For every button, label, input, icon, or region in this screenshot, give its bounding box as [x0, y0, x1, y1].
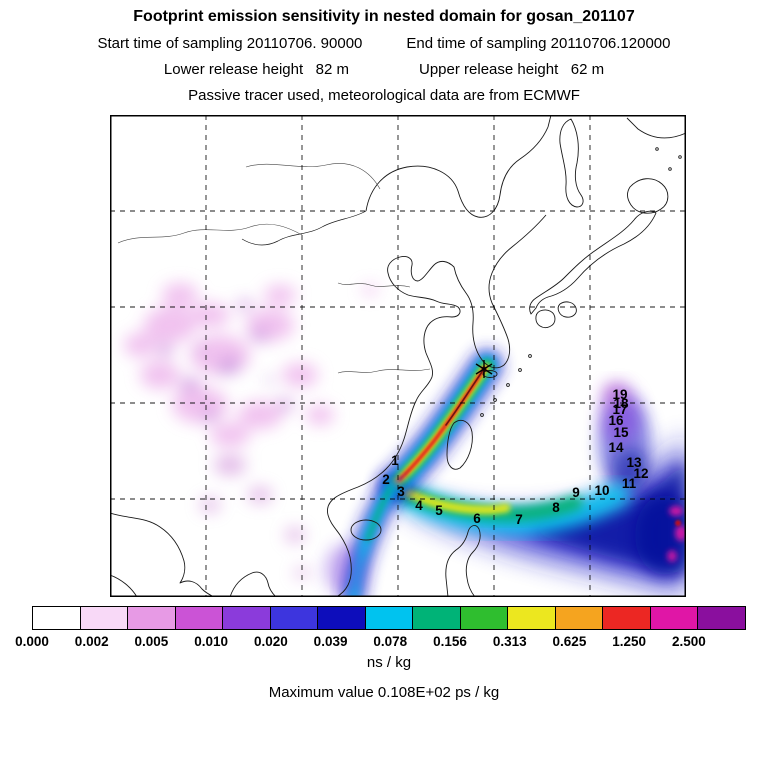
coastlines: [110, 115, 686, 597]
colorbar-segment: [128, 607, 176, 629]
colorbar-tick-label: 0.002: [74, 634, 109, 649]
trajectory-point-label: 2: [382, 472, 390, 487]
colorbar-segment: [365, 607, 414, 629]
colorbar-tick-labels: 0.000 0.002 0.005 0.010 0.020 0.039 0.078 0.156…: [15, 634, 746, 650]
trajectory-point-label: 6: [473, 511, 481, 526]
map-frame: [110, 115, 686, 597]
colorbar-tick-label: 0.000: [15, 634, 49, 649]
figure-title: Footprint emission sensitivity in nested…: [133, 8, 635, 25]
trajectory-point-label: 10: [594, 483, 609, 498]
colorbar-tick-label: 0.078: [373, 634, 408, 649]
receptor-star-icon: [475, 360, 493, 378]
colorbar-segment: [80, 607, 129, 629]
tracer-note-row: Passive tracer used, meteorological data…: [0, 87, 768, 104]
trajectory-point-label: 3: [397, 484, 405, 499]
colorbar-segment: [555, 607, 604, 629]
rivers: [117, 163, 431, 374]
colorbar-tick-label: 2.500: [671, 634, 706, 649]
colorbar-tick-label: 0.313: [492, 634, 527, 649]
tracer-note-label: Passive tracer used, meteorological data…: [188, 87, 580, 104]
colorbar-segment: [175, 607, 224, 629]
colorbar-segment: [318, 607, 366, 629]
upper-release-height-label: Upper release height 62 m: [419, 61, 605, 78]
trajectory-point-label: 19: [612, 387, 627, 402]
colorbar-segment: [460, 607, 509, 629]
colorbar-tick-label: 0.010: [194, 634, 229, 649]
trajectory-point-label: 16: [608, 413, 624, 428]
colorbar-tick-label: 1.250: [612, 634, 647, 649]
trajectory-point-label: 7: [515, 512, 523, 527]
plume-strait-band: [379, 350, 502, 500]
low-sensitivity-speckles: [124, 283, 378, 578]
lower-release-height-label: Lower release height 82 m: [163, 61, 349, 78]
colorbar-tick-label: 0.020: [253, 634, 288, 649]
colorbar-segment: [603, 607, 651, 629]
sampling-times-row: Start time of sampling 20110706. 90000 E…: [0, 35, 768, 52]
trajectory-point-label: 11: [622, 476, 637, 491]
trajectory-point-label: 1: [391, 453, 399, 468]
trajectory-point-label: 14: [608, 440, 624, 455]
trajectory-point-label: 18: [613, 396, 629, 411]
colorbar-segment: [33, 607, 81, 629]
colorbar-segment: [270, 607, 319, 629]
trajectory-point-label: 8: [552, 500, 560, 515]
trajectory-point-label: 13: [626, 455, 642, 470]
colorbar-tick-label: 0.625: [552, 634, 587, 649]
colorbar-tick-label: 0.005: [134, 634, 169, 649]
release-heights-row: Lower release height 82 m Upper release …: [0, 61, 768, 78]
gridlines: [110, 115, 686, 597]
colorbar-segment: [698, 607, 745, 629]
plume-east-fan: [400, 383, 686, 593]
plume-southwest-branch: [325, 476, 403, 597]
end-time-label: End time of sampling 20110706.120000: [406, 35, 671, 52]
trajectory-point-label: 12: [633, 466, 648, 481]
start-time-label: Start time of sampling 20110706. 90000: [97, 35, 363, 52]
colorbar: [32, 606, 746, 630]
colorbar-units-label: ns / kg: [366, 654, 412, 671]
colorbar-segment: [413, 607, 461, 629]
colorbar-tick-label: 0.156: [433, 634, 467, 649]
trajectory-point-label: 5: [435, 503, 443, 518]
colorbar-segment: [508, 607, 556, 629]
colorbar-segment: [650, 607, 699, 629]
trajectory-point-label: 4: [415, 498, 423, 513]
plume-east-bands: [390, 481, 630, 536]
trajectory-point-label: 15: [613, 425, 629, 440]
max-value-label: Maximum value 0.108E+02 ps / kg: [268, 684, 500, 701]
map-panel: 1 2 3 4 5 6 7 8 9 10 11 12 13 14 15 16 17 18 19: [110, 115, 686, 597]
colorbar-segment: [223, 607, 271, 629]
trajectory-point-label: 9: [572, 485, 580, 500]
trajectory-point-label: 17: [612, 402, 627, 417]
sensitivity-plume: [124, 283, 686, 597]
colorbar-tick-label: 0.039: [313, 634, 348, 649]
